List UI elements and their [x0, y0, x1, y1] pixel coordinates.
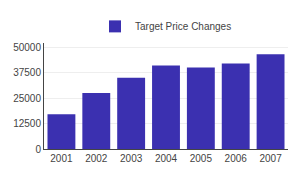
svg-text:50000: 50000	[13, 42, 41, 53]
svg-text:12500: 12500	[13, 118, 41, 129]
svg-text:37500: 37500	[13, 67, 41, 78]
svg-text:2004: 2004	[155, 153, 178, 164]
svg-text:Target Price Changes: Target Price Changes	[135, 21, 231, 32]
svg-text:2005: 2005	[190, 153, 213, 164]
svg-text:2002: 2002	[85, 153, 108, 164]
svg-text:2006: 2006	[225, 153, 248, 164]
svg-text:2001: 2001	[50, 153, 73, 164]
svg-text:2003: 2003	[120, 153, 143, 164]
svg-text:2007: 2007	[259, 153, 282, 164]
svg-text:25000: 25000	[13, 93, 41, 104]
svg-text:0: 0	[35, 144, 41, 155]
